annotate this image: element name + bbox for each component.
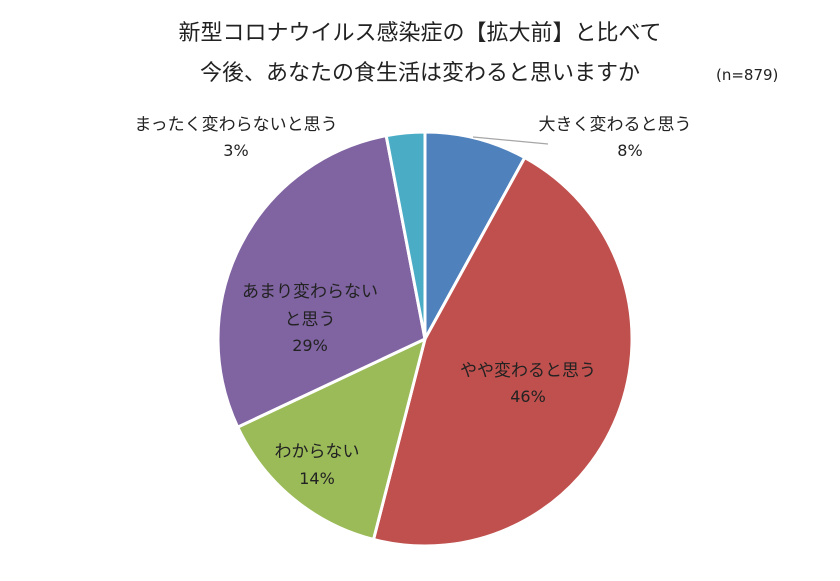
chart-title-line1: 新型コロナウイルス感染症の【拡大前】と比べて [178,21,661,46]
slice-label-no-change: まったく変わらないと思う [134,115,337,135]
pie-slice-not-much-change [216,134,427,429]
leader-line-large-change [472,136,549,145]
slice-pct-dont-know: 14% [299,469,335,488]
slice-pct-no-change: 3% [223,141,248,160]
sample-size-note: (n=879) [716,66,778,84]
slice-label-large-change: 大きく変わると思う [539,115,692,135]
pie-slices [216,130,634,548]
slice-label-dont-know: わからない [275,442,360,462]
slice-pct-somewhat-change: 46% [510,387,546,406]
pie-slice-somewhat-change [372,156,634,548]
pie-slice-large-change [423,130,527,341]
pie-slice-no-change [384,130,427,341]
slice-label-somewhat-change: やや変わると思う [460,361,596,381]
pie-slice-dont-know [236,337,427,541]
slice-label-not-much-line1: あまり変わらない [242,282,378,302]
slice-label-not-much-line2: と思う [285,310,336,330]
chart-title-line2: 今後、あなたの食生活は変わると思いますか [200,61,640,86]
slice-pct-not-much: 29% [292,336,328,355]
slice-pct-large-change: 8% [617,141,642,160]
